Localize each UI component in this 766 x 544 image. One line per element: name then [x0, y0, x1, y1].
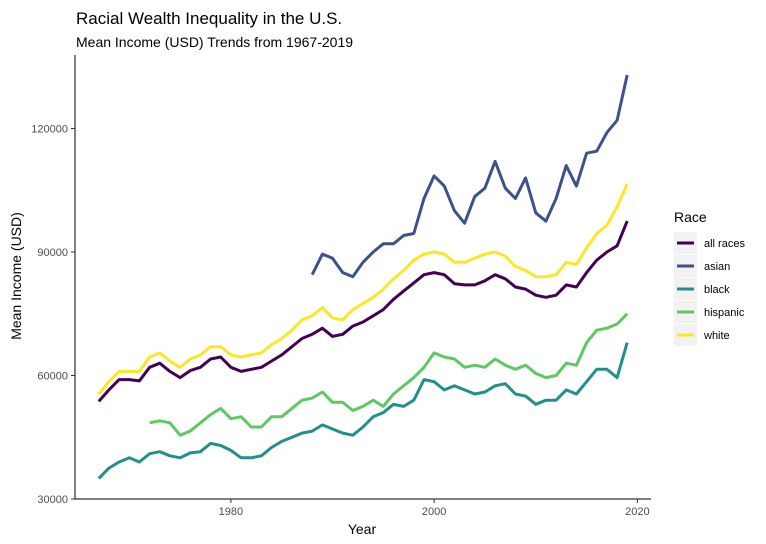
x-tick-label: 2020 — [625, 506, 649, 518]
x-tick-label: 2000 — [422, 506, 446, 518]
y-axis-ticks: 30000 60000 90000 120000 — [31, 124, 75, 506]
legend: Race all races asian black hispanic white — [674, 209, 745, 346]
x-tick-label: 1980 — [219, 506, 243, 518]
series-lines — [97, 74, 629, 480]
legend-label: black — [704, 284, 730, 296]
plot-area: 30000 60000 90000 120000 1980 2000 2020 — [31, 55, 651, 518]
y-tick-label: 90000 — [37, 247, 68, 259]
legend-label: white — [703, 330, 730, 342]
legend-label: all races — [704, 238, 745, 250]
chart-subtitle: Mean Income (USD) Trends from 1967-2019 — [76, 34, 353, 50]
y-axis-title: Mean Income (USD) — [8, 212, 24, 340]
y-tick-label: 120000 — [31, 124, 68, 136]
legend-label: hispanic — [704, 307, 745, 319]
y-tick-label: 30000 — [37, 494, 68, 506]
legend-label: asian — [704, 261, 730, 273]
series-line-asian — [310, 74, 629, 279]
series-line-black — [97, 342, 629, 480]
series-line-all-races — [97, 220, 629, 403]
series-line-hispanic — [149, 312, 629, 437]
y-tick-label: 60000 — [37, 371, 68, 383]
legend-title: Race — [674, 209, 707, 225]
series-line-white — [97, 183, 629, 395]
x-axis-ticks: 1980 2000 2020 — [219, 499, 650, 518]
x-axis-title: Year — [348, 521, 377, 537]
chart-title: Racial Wealth Inequality in the U.S. — [76, 9, 342, 28]
